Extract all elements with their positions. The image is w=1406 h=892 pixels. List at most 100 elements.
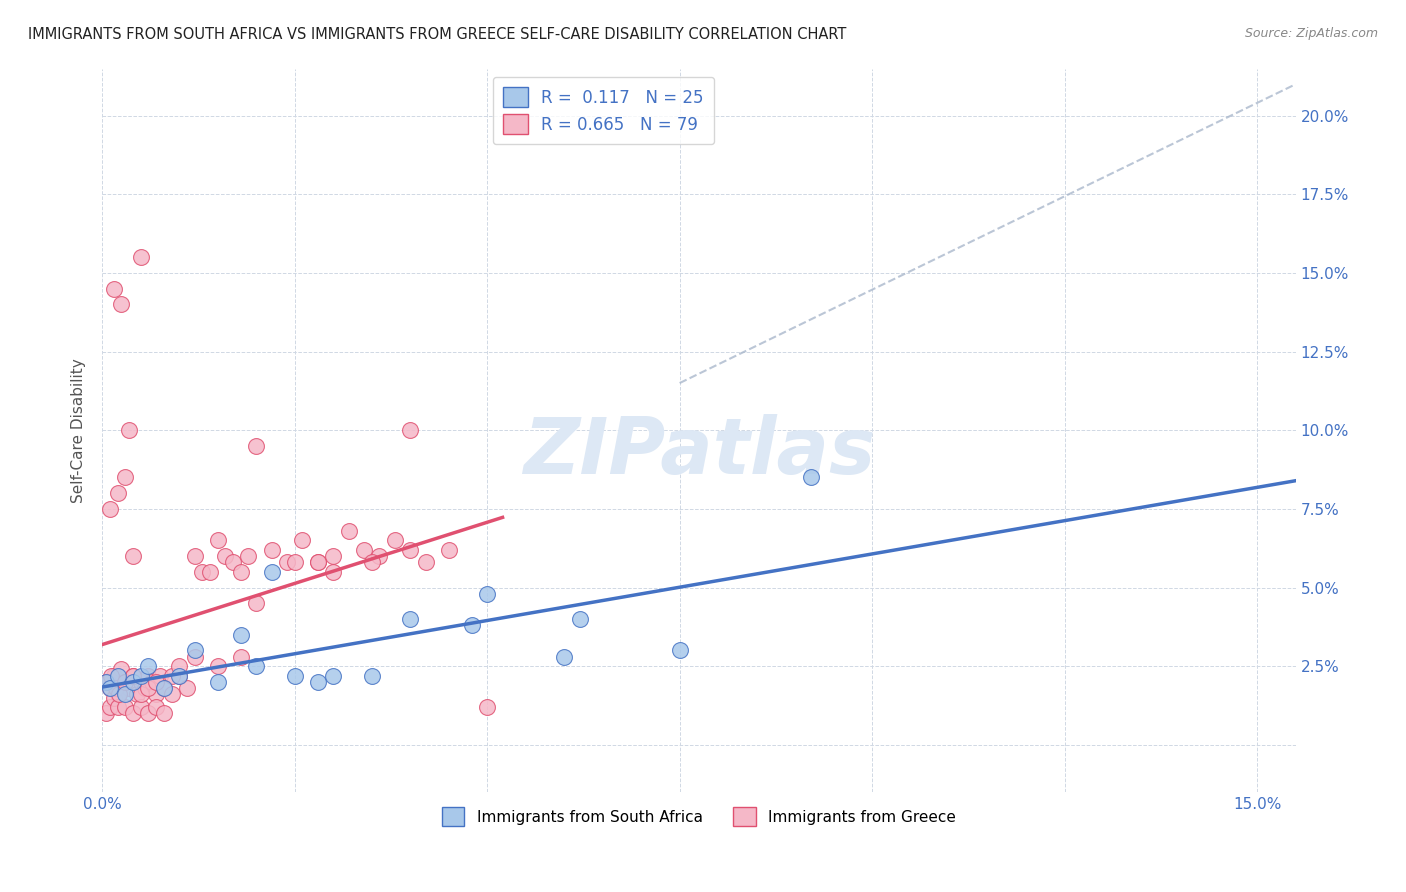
Point <box>107 688 129 702</box>
Point <box>129 688 152 702</box>
Point <box>129 700 152 714</box>
Point <box>98 700 121 714</box>
Point <box>138 659 160 673</box>
Point <box>114 700 136 714</box>
Point <box>114 674 136 689</box>
Point <box>107 486 129 500</box>
Point <box>98 681 121 695</box>
Point <box>399 612 422 626</box>
Point <box>153 681 176 695</box>
Point <box>568 612 591 626</box>
Point <box>129 250 152 264</box>
Point <box>167 668 190 682</box>
Point <box>122 668 145 682</box>
Point <box>167 659 190 673</box>
Point <box>668 643 690 657</box>
Point <box>97 674 120 689</box>
Point <box>122 549 145 563</box>
Point <box>198 565 221 579</box>
Point <box>107 700 129 714</box>
Point <box>207 674 229 689</box>
Text: Source: ZipAtlas.com: Source: ZipAtlas.com <box>1244 27 1378 40</box>
Point <box>475 700 498 714</box>
Point <box>145 688 167 702</box>
Point <box>399 423 422 437</box>
Point <box>322 668 344 682</box>
Point <box>307 555 329 569</box>
Point <box>110 297 132 311</box>
Point <box>141 674 163 689</box>
Point <box>167 668 190 682</box>
Point <box>207 659 229 673</box>
Point <box>183 649 205 664</box>
Point <box>245 439 267 453</box>
Point <box>260 542 283 557</box>
Point <box>229 628 252 642</box>
Point <box>145 674 167 689</box>
Point <box>138 681 160 695</box>
Point <box>415 555 437 569</box>
Y-axis label: Self-Care Disability: Self-Care Disability <box>72 358 86 502</box>
Point <box>384 533 406 548</box>
Point <box>284 555 307 569</box>
Point <box>229 565 252 579</box>
Point <box>337 524 360 538</box>
Point <box>134 681 156 695</box>
Point <box>114 470 136 484</box>
Point <box>160 668 183 682</box>
Point <box>103 668 125 682</box>
Point <box>94 706 117 721</box>
Point <box>214 549 236 563</box>
Point <box>183 549 205 563</box>
Point <box>98 681 121 695</box>
Point <box>307 555 329 569</box>
Point <box>360 668 382 682</box>
Point <box>149 668 172 682</box>
Point <box>118 681 141 695</box>
Point <box>153 681 176 695</box>
Point <box>114 674 136 689</box>
Point <box>153 706 176 721</box>
Point <box>353 542 375 557</box>
Point <box>399 542 422 557</box>
Point <box>138 706 160 721</box>
Point <box>207 533 229 548</box>
Point <box>118 423 141 437</box>
Point <box>100 668 122 682</box>
Point <box>368 549 391 563</box>
Point <box>105 681 128 695</box>
Point <box>229 649 252 664</box>
Point <box>437 542 460 557</box>
Point <box>360 555 382 569</box>
Point <box>307 674 329 689</box>
Point <box>245 659 267 673</box>
Point <box>122 668 145 682</box>
Point <box>260 565 283 579</box>
Point <box>322 549 344 563</box>
Point <box>108 688 131 702</box>
Point <box>103 690 125 705</box>
Point <box>291 533 314 548</box>
Point <box>125 688 148 702</box>
Point <box>103 282 125 296</box>
Point <box>284 668 307 682</box>
Point <box>98 501 121 516</box>
Point <box>276 555 298 569</box>
Point <box>799 470 821 484</box>
Point <box>245 596 267 610</box>
Point <box>122 674 145 689</box>
Point <box>129 668 152 682</box>
Point <box>475 587 498 601</box>
Point <box>553 649 575 664</box>
Point <box>94 674 117 689</box>
Point <box>138 668 160 682</box>
Point <box>322 565 344 579</box>
Point <box>222 555 245 569</box>
Point <box>94 674 117 689</box>
Point <box>114 688 136 702</box>
Point <box>176 681 198 695</box>
Text: ZIPatlas: ZIPatlas <box>523 414 875 490</box>
Point <box>145 700 167 714</box>
Text: IMMIGRANTS FROM SOUTH AFRICA VS IMMIGRANTS FROM GREECE SELF-CARE DISABILITY CORR: IMMIGRANTS FROM SOUTH AFRICA VS IMMIGRAN… <box>28 27 846 42</box>
Point <box>129 674 152 689</box>
